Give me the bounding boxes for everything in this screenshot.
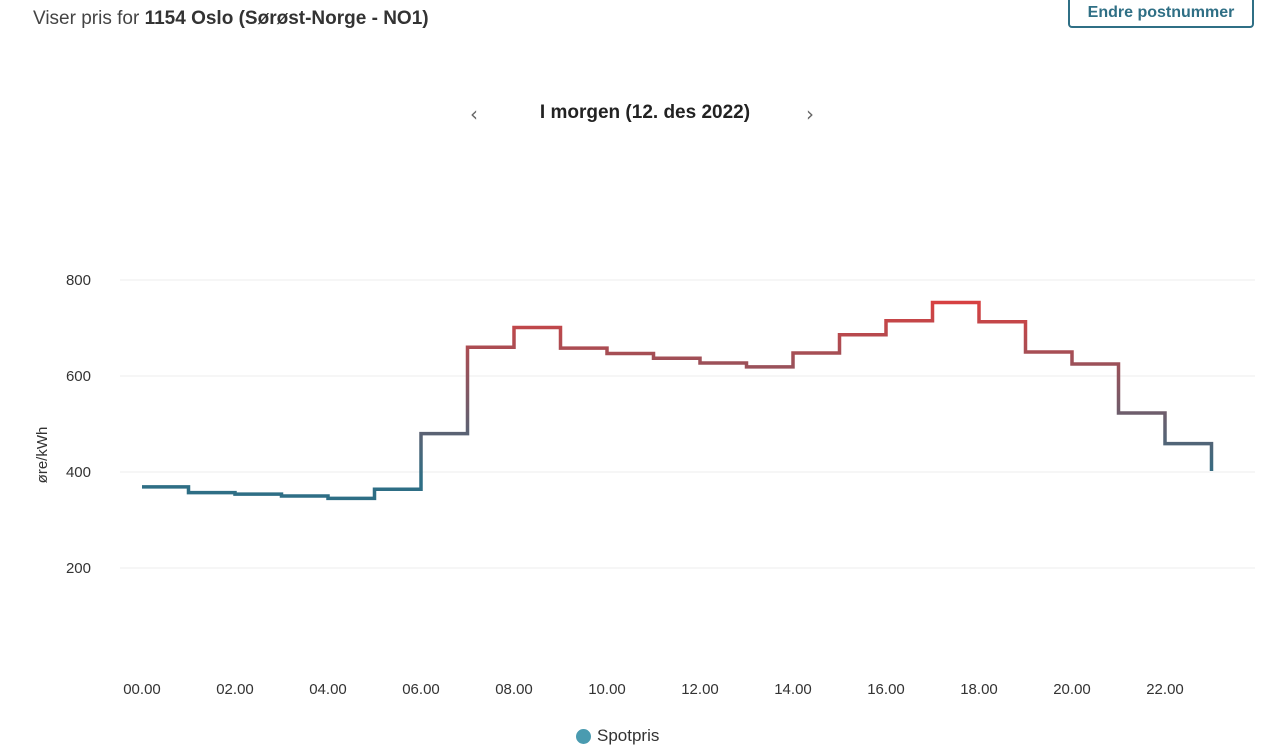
day-navigator: ‹ I morgen (12. des 2022) ›	[460, 100, 830, 130]
price-point[interactable]	[561, 342, 608, 354]
y-tick-label: 600	[66, 368, 91, 385]
price-point[interactable]	[607, 347, 654, 359]
price-point[interactable]	[700, 357, 747, 369]
price-point[interactable]	[142, 481, 189, 493]
price-point[interactable]	[793, 347, 840, 359]
y-tick-label: 800	[66, 272, 91, 289]
legend-label: Spotpris	[597, 726, 660, 745]
chevron-left-icon[interactable]: ‹	[470, 102, 478, 126]
price-point[interactable]	[886, 315, 933, 327]
x-tick-label: 16.00	[867, 681, 905, 698]
price-point[interactable]	[282, 490, 329, 502]
price-point[interactable]	[1072, 358, 1119, 370]
price-point[interactable]	[421, 428, 468, 440]
x-tick-label: 08.00	[495, 681, 533, 698]
x-tick-label: 18.00	[960, 681, 998, 698]
y-axis-label: øre/kWh	[34, 427, 51, 484]
x-tick-label: 06.00	[402, 681, 440, 698]
spotpris-series-line[interactable]	[142, 300, 1214, 501]
x-tick-label: 00.00	[123, 681, 161, 698]
x-tick-label: 12.00	[681, 681, 719, 698]
price-point[interactable]	[1119, 407, 1166, 419]
x-tick-label: 10.00	[588, 681, 626, 698]
legend-dot-icon	[576, 728, 591, 744]
location-name: 1154 Oslo (Sørøst-Norge - NO1)	[144, 8, 429, 29]
price-point[interactable]	[1212, 465, 1216, 477]
price-point[interactable]	[1165, 438, 1212, 450]
y-tick-label: 200	[66, 560, 91, 577]
price-point[interactable]	[189, 487, 236, 499]
price-point[interactable]	[654, 352, 701, 364]
price-point[interactable]	[933, 297, 980, 309]
y-tick-label: 400	[66, 464, 91, 481]
chart-legend[interactable]: Spotpris	[576, 726, 659, 746]
price-point[interactable]	[840, 329, 887, 341]
x-tick-label: 04.00	[309, 681, 347, 698]
price-point[interactable]	[375, 483, 422, 495]
chevron-right-icon[interactable]: ›	[806, 102, 814, 126]
selected-day-label: I morgen (12. des 2022)	[539, 102, 751, 123]
price-point[interactable]	[468, 341, 515, 353]
location-info: Viser pris for 1154 Oslo (Sørøst-Norge -…	[33, 8, 429, 30]
x-tick-label: 20.00	[1053, 681, 1091, 698]
price-point[interactable]	[235, 488, 282, 500]
change-postcode-button[interactable]: Endre postnummer	[1068, 0, 1254, 28]
price-point[interactable]	[328, 492, 375, 504]
price-point[interactable]	[979, 316, 1026, 328]
x-tick-label: 02.00	[216, 681, 254, 698]
x-tick-label: 22.00	[1146, 681, 1184, 698]
x-tick-label: 14.00	[774, 681, 812, 698]
price-point[interactable]	[747, 361, 794, 373]
location-prefix: Viser pris for	[33, 8, 140, 29]
price-point[interactable]	[1026, 346, 1073, 358]
price-point[interactable]	[514, 322, 561, 334]
